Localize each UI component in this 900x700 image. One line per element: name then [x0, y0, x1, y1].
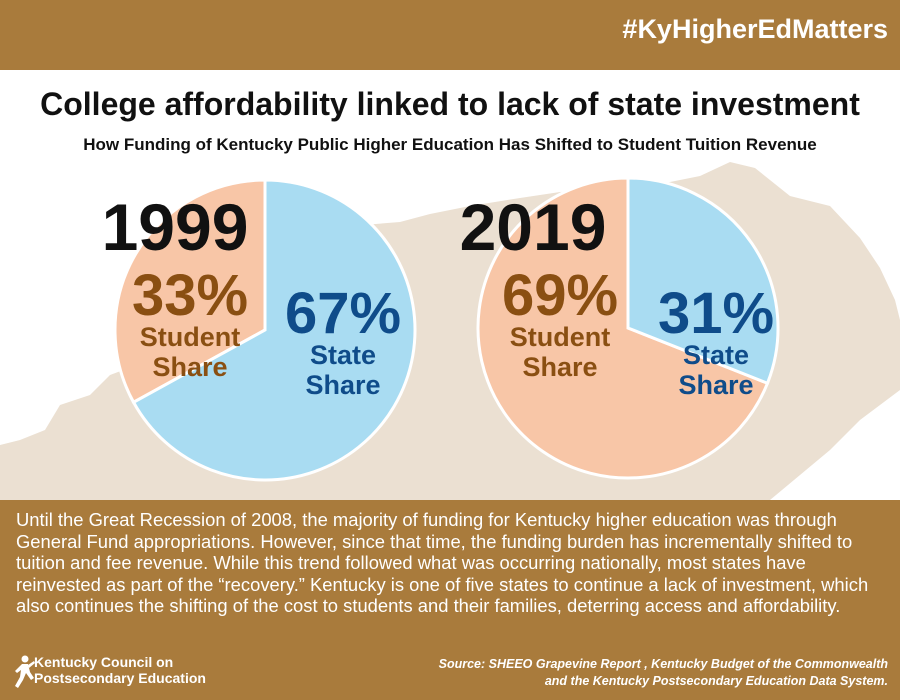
source-citation: Source: SHEEO Grapevine Report , Kentuck… — [418, 656, 888, 690]
pie-1999-slice-state — [131, 178, 417, 482]
pie-2019-student-name-line1: Student — [510, 322, 611, 352]
pie-1999-state-percent: 67% — [285, 281, 401, 346]
hashtag: #KyHigherEdMatters — [622, 14, 888, 44]
pie-2019-state-name-line1: State — [683, 340, 749, 370]
pie-1999-student-percent: 33% — [132, 263, 248, 328]
pie-1999-student-name-line2: Share — [152, 352, 227, 382]
logo-line1: Kentucky Council on — [34, 654, 174, 670]
runner-icon — [15, 655, 35, 688]
pie-2019-state-percent: 31% — [658, 281, 774, 346]
pie-2019-slice-student — [476, 176, 770, 480]
pie-2019-student-percent: 69% — [502, 263, 618, 328]
pie-2019: 2019 69% Student Share 31% State Share — [460, 176, 780, 480]
bottom-panel — [0, 500, 900, 700]
source-line2: and the Kentucky Postsecondary Education… — [544, 674, 888, 688]
header-bar — [0, 0, 900, 70]
cpe-logo — [15, 655, 35, 688]
source-line1: Source: SHEEO Grapevine Report , Kentuck… — [438, 657, 888, 671]
page-subtitle: How Funding of Kentucky Public Higher Ed… — [83, 135, 817, 154]
pie-2019-title: 2019 — [460, 190, 607, 264]
pie-1999: 1999 33% Student Share 67% State Share — [102, 178, 417, 482]
pie-2019-student-name-line2: Share — [522, 352, 597, 382]
pie-1999-student-name-line1: Student — [140, 322, 241, 352]
body-paragraph: Until the Great Recession of 2008, the m… — [16, 509, 869, 616]
pie-1999-title: 1999 — [102, 190, 249, 264]
pie-charts: 1999 33% Student Share 67% State Share 2… — [102, 176, 780, 482]
pie-2019-state-name-line2: Share — [678, 370, 753, 400]
pie-1999-state-name-line1: State — [310, 340, 376, 370]
page-title: College affordability linked to lack of … — [40, 86, 860, 122]
pie-1999-state-name-line2: Share — [305, 370, 380, 400]
pie-1999-slice-student — [113, 178, 267, 405]
logo-line2: Postsecondary Education — [34, 670, 206, 686]
logo-text: Kentucky Council on Postsecondary Educat… — [34, 654, 206, 686]
pie-2019-slice-state — [626, 176, 780, 386]
